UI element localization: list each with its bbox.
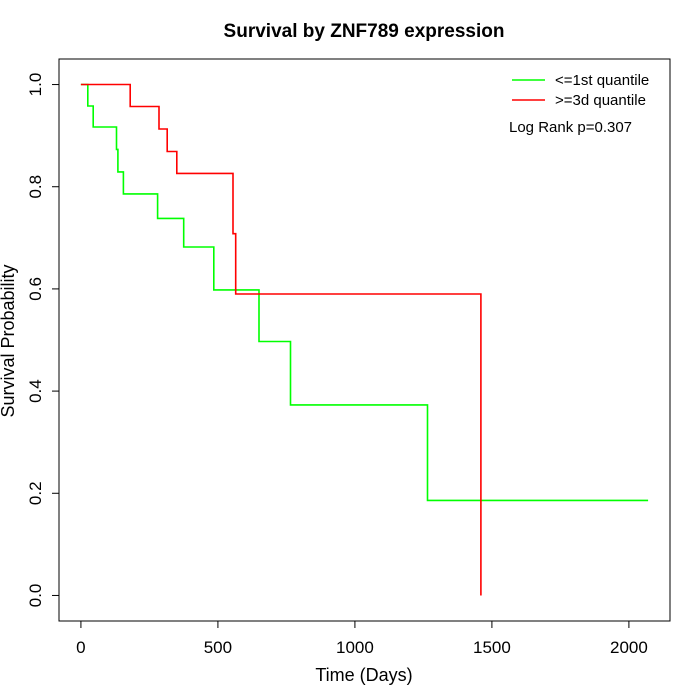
log-rank-annotation: Log Rank p=0.307 <box>509 119 632 136</box>
x-tick-label: 500 <box>204 638 232 657</box>
y-tick-label: 0.8 <box>26 175 45 199</box>
y-tick-label: 0.2 <box>26 481 45 505</box>
x-tick-label: 1500 <box>473 638 511 657</box>
x-tick-label: 0 <box>76 638 85 657</box>
y-tick-label: 0.4 <box>26 379 45 403</box>
legend-label: <=1st quantile <box>555 72 649 89</box>
y-tick-label: 0.6 <box>26 277 45 301</box>
x-axis-label: Time (Days) <box>315 665 412 685</box>
plot-frame <box>58 58 671 622</box>
series-line-1 <box>80 83 649 502</box>
legend: <=1st quantile >=3d quantile <box>512 72 649 109</box>
y-axis: 0.0 0.2 0.4 0.6 0.8 1.0 <box>26 73 60 608</box>
series-line-2 <box>80 83 482 596</box>
x-tick-label: 1000 <box>336 638 374 657</box>
y-tick-label: 1.0 <box>26 73 45 97</box>
y-axis-label: Survival Probability <box>0 264 18 417</box>
x-tick-label: 2000 <box>610 638 648 657</box>
chart-title: Survival by ZNF789 expression <box>224 21 505 42</box>
x-axis: 0 500 1000 1500 2000 <box>76 620 648 657</box>
legend-label: >=3d quantile <box>555 92 646 109</box>
series-layer <box>80 83 649 596</box>
y-tick-label: 0.0 <box>26 584 45 608</box>
